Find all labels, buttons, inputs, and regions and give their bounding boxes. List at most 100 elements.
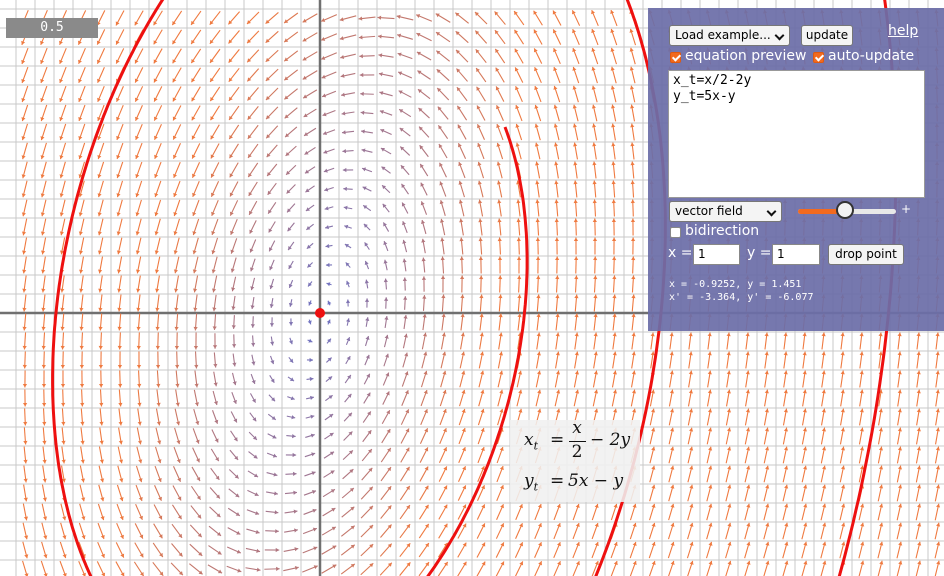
field-arrowhead xyxy=(346,337,351,342)
field-arrowhead xyxy=(386,429,391,434)
field-arrowhead xyxy=(173,250,178,255)
field-arrowhead xyxy=(59,40,63,45)
field-arrowhead xyxy=(514,11,518,16)
field-arrowhead xyxy=(252,398,256,403)
field-arrowhead xyxy=(23,421,28,426)
field-arrowhead xyxy=(213,363,218,368)
equation-preview-checkbox[interactable] xyxy=(670,52,681,63)
field-arrowhead xyxy=(97,212,102,217)
field-arrowhead xyxy=(59,78,64,83)
field-arrowhead xyxy=(137,402,142,407)
mode-select[interactable]: vector field xyxy=(669,201,782,222)
y-input[interactable]: 1 xyxy=(772,244,820,265)
field-arrowhead xyxy=(328,376,333,381)
field-arrowhead xyxy=(802,446,808,451)
field-arrowhead xyxy=(247,20,251,25)
field-arrowhead xyxy=(421,276,427,280)
field-arrowhead xyxy=(346,280,350,285)
bidirection-checkbox[interactable] xyxy=(670,227,681,238)
field-arrowhead xyxy=(138,478,143,483)
field-arrowhead xyxy=(213,401,219,406)
field-arrowhead xyxy=(479,275,484,280)
field-arrowhead xyxy=(916,332,921,337)
field-arrowhead xyxy=(289,377,295,382)
field-arrowhead xyxy=(136,307,141,312)
field-arrowhead xyxy=(345,262,350,267)
field-arrowhead xyxy=(366,373,370,378)
field-arrowhead xyxy=(116,116,121,121)
field-arrowhead xyxy=(387,467,391,472)
field-arrowhead xyxy=(312,508,317,513)
field-arrowhead xyxy=(350,544,355,549)
field-arrowhead xyxy=(443,523,448,528)
field-arrowhead xyxy=(41,307,46,312)
field-arrowhead xyxy=(313,546,318,551)
field-arrowhead xyxy=(897,484,903,489)
field-arrowhead xyxy=(498,351,504,356)
field-arrowhead xyxy=(173,192,178,197)
field-arrowhead xyxy=(99,440,104,445)
field-arrowhead xyxy=(533,10,538,15)
field-arrowhead xyxy=(116,135,121,140)
field-arrowhead xyxy=(253,473,259,478)
field-arrowhead xyxy=(135,154,140,159)
field-arrowhead xyxy=(327,357,332,362)
field-arrowhead xyxy=(765,522,770,527)
field-arrowhead xyxy=(177,477,181,482)
field-arrowhead xyxy=(80,421,85,426)
scale-indicator: 0.5 xyxy=(6,18,98,38)
field-arrowhead xyxy=(556,523,561,528)
equation-textarea[interactable]: x_t=x/2-2y y_t=5x-y xyxy=(668,70,925,198)
field-arrowhead xyxy=(443,447,447,452)
field-arrowhead xyxy=(403,333,408,338)
field-arrowhead xyxy=(42,421,47,426)
field-arrowhead xyxy=(497,256,503,261)
field-arrowhead xyxy=(480,370,485,375)
field-arrowhead xyxy=(302,37,307,42)
field-arrowhead xyxy=(935,351,940,356)
field-arrowhead xyxy=(61,440,66,445)
field-arrowhead xyxy=(727,484,732,489)
field-arrowhead xyxy=(859,351,864,356)
field-arrowhead xyxy=(265,38,270,43)
field-arrowhead xyxy=(555,313,560,318)
drop-point-button[interactable]: drop point xyxy=(828,244,904,265)
field-arrowhead xyxy=(348,450,353,455)
field-arrowhead xyxy=(765,484,770,489)
slider-thumb[interactable] xyxy=(836,201,854,219)
x-input[interactable]: 1 xyxy=(693,244,740,265)
update-button[interactable]: update xyxy=(801,25,853,46)
auto-update-checkbox[interactable] xyxy=(813,52,824,63)
xt-denominator: 2 xyxy=(571,442,583,462)
field-arrowhead xyxy=(480,427,485,432)
field-arrowhead xyxy=(573,161,578,166)
field-arrowhead xyxy=(442,428,447,433)
field-arrowhead xyxy=(404,390,409,395)
field-arrowhead xyxy=(135,116,139,121)
field-arrowhead xyxy=(22,307,27,312)
field-arrowhead xyxy=(689,465,694,470)
field-arrowhead xyxy=(323,168,328,173)
field-arrowhead xyxy=(42,459,47,464)
field-arrowhead xyxy=(518,408,523,413)
field-arrowhead xyxy=(461,428,466,433)
field-arrowhead xyxy=(840,370,845,375)
field-arrowhead xyxy=(592,199,597,204)
field-arrowhead xyxy=(935,503,941,508)
field-arrowhead xyxy=(631,275,636,280)
field-arrowhead xyxy=(651,560,656,565)
field-arrowhead xyxy=(821,446,827,451)
field-arrowhead xyxy=(611,123,616,128)
help-link[interactable]: help xyxy=(888,23,919,39)
field-arrowhead xyxy=(425,543,429,548)
field-arrowhead xyxy=(293,509,298,514)
field-arrowhead xyxy=(402,239,407,244)
field-arrowhead xyxy=(630,180,635,185)
example-select[interactable]: Load example... xyxy=(669,25,790,46)
field-arrowhead xyxy=(406,505,410,510)
field-arrowhead xyxy=(99,402,104,407)
field-arrowhead xyxy=(367,430,372,435)
field-arrowhead xyxy=(708,484,713,489)
field-arrowhead xyxy=(418,107,423,112)
field-arrowhead xyxy=(382,185,387,190)
